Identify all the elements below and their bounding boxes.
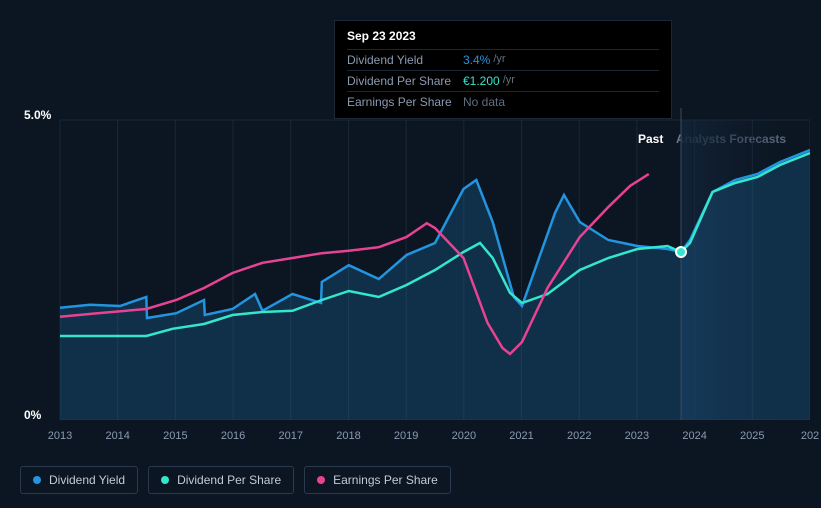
legend-dot-icon xyxy=(33,476,41,484)
x-axis: 2013 2014 2015 2016 2017 2018 2019 2020 2021 2022… xyxy=(20,430,810,450)
legend-dot-icon xyxy=(161,476,169,484)
legend-label: Earnings Per Share xyxy=(333,473,438,487)
tooltip-row-unit: /yr xyxy=(493,53,505,67)
x-tick: 2013 xyxy=(48,430,72,442)
tooltip-row-value: 3.4% xyxy=(463,53,490,67)
legend-label: Dividend Per Share xyxy=(177,473,281,487)
tooltip-row-label: Earnings Per Share xyxy=(347,95,463,109)
x-tick: 2021 xyxy=(509,430,533,442)
x-tick: 2018 xyxy=(336,430,360,442)
legend-item[interactable]: Dividend Per Share xyxy=(148,466,294,494)
tooltip-row: Dividend Per Share€1.200/yr xyxy=(347,70,659,91)
chart-legend: Dividend Yield Dividend Per Share Earnings… xyxy=(20,466,451,494)
tooltip-row-label: Dividend Per Share xyxy=(347,74,463,88)
current-point-marker[interactable] xyxy=(676,247,686,257)
tooltip-row-value: €1.200 xyxy=(463,74,500,88)
dividend-chart[interactable] xyxy=(20,108,810,420)
x-tick: 2019 xyxy=(394,430,418,442)
x-tick: 2014 xyxy=(105,430,129,442)
x-tick: 2017 xyxy=(279,430,303,442)
tooltip-row-unit: /yr xyxy=(503,74,515,88)
tooltip-row: Dividend Yield3.4%/yr xyxy=(347,49,659,70)
legend-label: Dividend Yield xyxy=(49,473,125,487)
x-tick: 2024 xyxy=(682,430,706,442)
chart-tooltip: Sep 23 2023 Dividend Yield3.4%/yrDividen… xyxy=(334,20,672,119)
tooltip-row-value: No data xyxy=(463,95,505,109)
legend-item[interactable]: Earnings Per Share xyxy=(304,466,451,494)
x-tick: 2020 xyxy=(452,430,476,442)
tooltip-row-label: Dividend Yield xyxy=(347,53,463,67)
x-tick: 2016 xyxy=(221,430,245,442)
legend-dot-icon xyxy=(317,476,325,484)
tooltip-date: Sep 23 2023 xyxy=(347,29,659,49)
x-tick: 2023 xyxy=(625,430,649,442)
x-tick: 202 xyxy=(801,430,819,442)
tooltip-row: Earnings Per ShareNo data xyxy=(347,91,659,112)
x-tick: 2015 xyxy=(163,430,187,442)
x-tick: 2025 xyxy=(740,430,764,442)
legend-item[interactable]: Dividend Yield xyxy=(20,466,138,494)
x-tick: 2022 xyxy=(567,430,591,442)
